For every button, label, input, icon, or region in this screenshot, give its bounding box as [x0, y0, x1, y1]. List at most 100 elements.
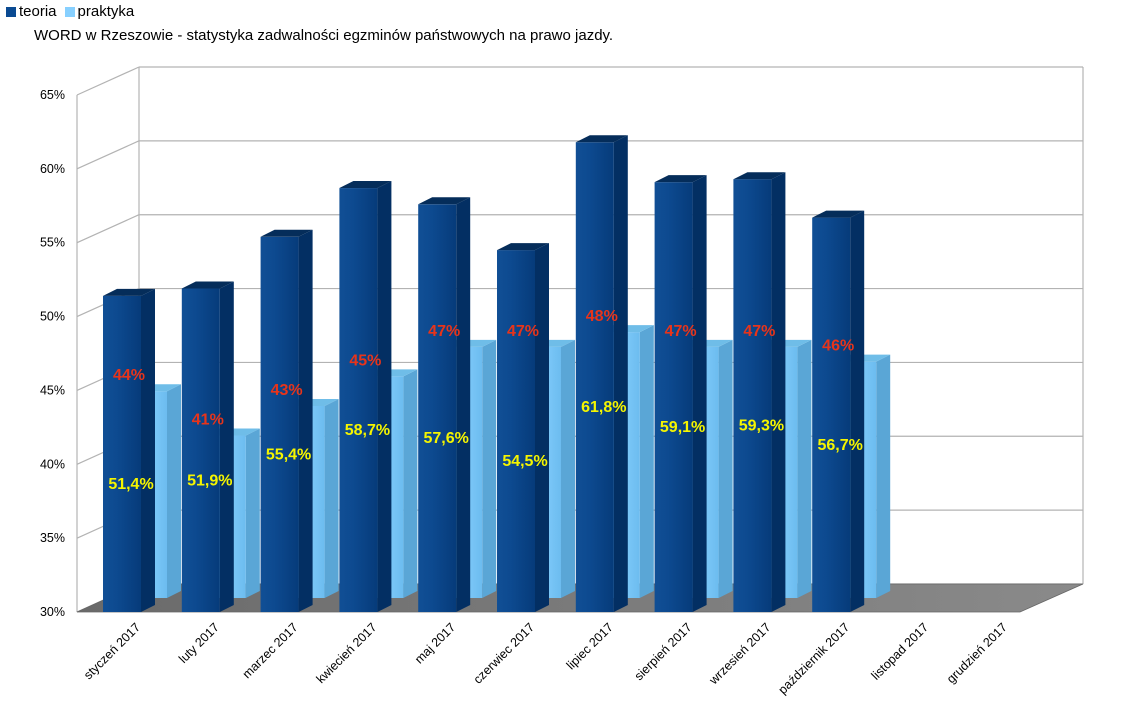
bar-teoria-front: [103, 295, 141, 612]
data-label-praktyka: 47%: [743, 323, 775, 340]
y-tick-label: 65%: [40, 88, 65, 102]
bar-teoria-top: [181, 281, 234, 289]
bar-teoria-top: [654, 175, 707, 183]
bar-praktyka-side: [167, 384, 181, 598]
y-tick-label: 30%: [40, 605, 65, 619]
x-category-label: czerwiec 2017: [471, 620, 537, 686]
legend-swatch-praktyka: [64, 6, 75, 17]
data-label-teoria: 58,7%: [345, 422, 390, 439]
legend: teoria praktyka: [6, 3, 142, 20]
bar-teoria: [733, 172, 786, 612]
bar-teoria: [260, 229, 313, 612]
x-category-label: maj 2017: [412, 620, 458, 666]
bar-teoria-side: [613, 135, 628, 613]
x-category-label: wrzesień 2017: [706, 620, 774, 688]
y-tick-label: 50%: [40, 310, 65, 324]
bar-teoria-top: [497, 243, 549, 251]
bar-teoria-front: [339, 188, 378, 612]
bar-teoria-top: [260, 229, 313, 237]
bar-teoria-side: [850, 210, 865, 613]
data-label-praktyka: 41%: [192, 412, 224, 429]
legend-label-praktyka: praktyka: [77, 3, 135, 20]
x-category-label: grudzień 2017: [944, 620, 1010, 686]
x-category-label: sierpień 2017: [632, 620, 695, 683]
data-label-teoria: 59,3%: [739, 418, 784, 435]
bar-praktyka-side: [718, 339, 733, 598]
gridline-side: [76, 214, 140, 244]
bar-teoria-top: [733, 172, 786, 180]
bar-teoria-side: [219, 281, 234, 612]
bar-teoria-top: [339, 181, 392, 189]
bar-teoria-front: [418, 204, 457, 612]
bar-praktyka-side: [245, 428, 260, 598]
bar-teoria: [418, 197, 471, 612]
data-label-praktyka: 47%: [428, 323, 460, 340]
y-tick-label: 35%: [40, 531, 65, 545]
bar-teoria-side: [456, 197, 471, 612]
x-category-label: kwiecień 2017: [314, 620, 380, 686]
bar-teoria-side: [771, 172, 786, 612]
data-label-praktyka: 48%: [586, 308, 618, 325]
bar-teoria: [575, 135, 628, 613]
bar-teoria-front: [575, 142, 614, 613]
data-label-teoria: 61,8%: [581, 399, 626, 416]
bar-praktyka-side: [403, 369, 418, 598]
data-label-teoria: 51,4%: [108, 476, 153, 493]
legend-item-teoria: teoria: [6, 3, 57, 20]
data-label-teoria: 54,5%: [502, 453, 547, 470]
data-label-praktyka: 44%: [113, 367, 145, 384]
x-category-label: luty 2017: [176, 620, 222, 666]
bar-teoria: [812, 210, 865, 613]
x-category-label: styczeń 2017: [81, 620, 143, 682]
bar-teoria-top: [103, 288, 155, 296]
gridline-side: [76, 66, 140, 96]
data-label-praktyka: 47%: [665, 323, 697, 340]
data-label-praktyka: 43%: [271, 382, 303, 399]
y-tick-label: 55%: [40, 236, 65, 250]
y-tick-label: 45%: [40, 383, 65, 397]
bar-teoria-front: [497, 250, 535, 612]
bar-praktyka-side: [639, 325, 654, 598]
data-label-praktyka: 47%: [507, 323, 539, 340]
x-category-label: marzec 2017: [240, 620, 301, 681]
bar-teoria-front: [812, 217, 851, 613]
legend-label-teoria: teoria: [19, 3, 57, 20]
legend-item-praktyka: praktyka: [64, 3, 135, 20]
bar-teoria-top: [575, 135, 628, 143]
data-label-teoria: 59,1%: [660, 419, 705, 436]
bar-teoria-top: [812, 210, 865, 218]
bar-teoria-front: [181, 288, 220, 612]
bar-teoria: [339, 181, 392, 612]
bar-teoria: [497, 243, 549, 612]
bar-teoria-top: [418, 197, 471, 205]
bar-teoria-side: [141, 288, 155, 612]
bar-teoria-front: [733, 179, 772, 612]
x-category-label: lipiec 2017: [564, 620, 616, 672]
bar-praktyka-side: [561, 339, 575, 598]
bar-teoria-front: [654, 182, 693, 612]
data-label-praktyka: 45%: [349, 352, 381, 369]
bar-teoria: [181, 281, 234, 612]
bar-praktyka-side: [324, 398, 339, 598]
bar-praktyka-side: [797, 339, 812, 598]
bar-teoria-side: [377, 181, 392, 612]
legend-swatch-teoria: [6, 6, 16, 17]
data-label-teoria: 56,7%: [818, 437, 863, 454]
data-label-teoria: 57,6%: [424, 430, 469, 447]
bar-teoria-side: [692, 175, 707, 612]
bar-teoria: [654, 175, 707, 612]
chart-title: WORD w Rzeszowie - statystyka zadwalnośc…: [34, 27, 614, 44]
gridline-side: [76, 140, 140, 170]
bar-praktyka-side: [482, 339, 497, 598]
y-tick-label: 60%: [40, 162, 65, 176]
y-tick-label: 40%: [40, 457, 65, 471]
bar-teoria: [103, 288, 155, 612]
x-category-label: październik 2017: [776, 620, 853, 697]
data-label-teoria: 55,4%: [266, 446, 311, 463]
bar-teoria-side: [535, 243, 549, 612]
bar-teoria-front: [260, 236, 299, 612]
bar-praktyka-side: [876, 354, 891, 598]
data-label-teoria: 51,9%: [187, 472, 232, 489]
data-label-praktyka: 46%: [822, 338, 854, 355]
